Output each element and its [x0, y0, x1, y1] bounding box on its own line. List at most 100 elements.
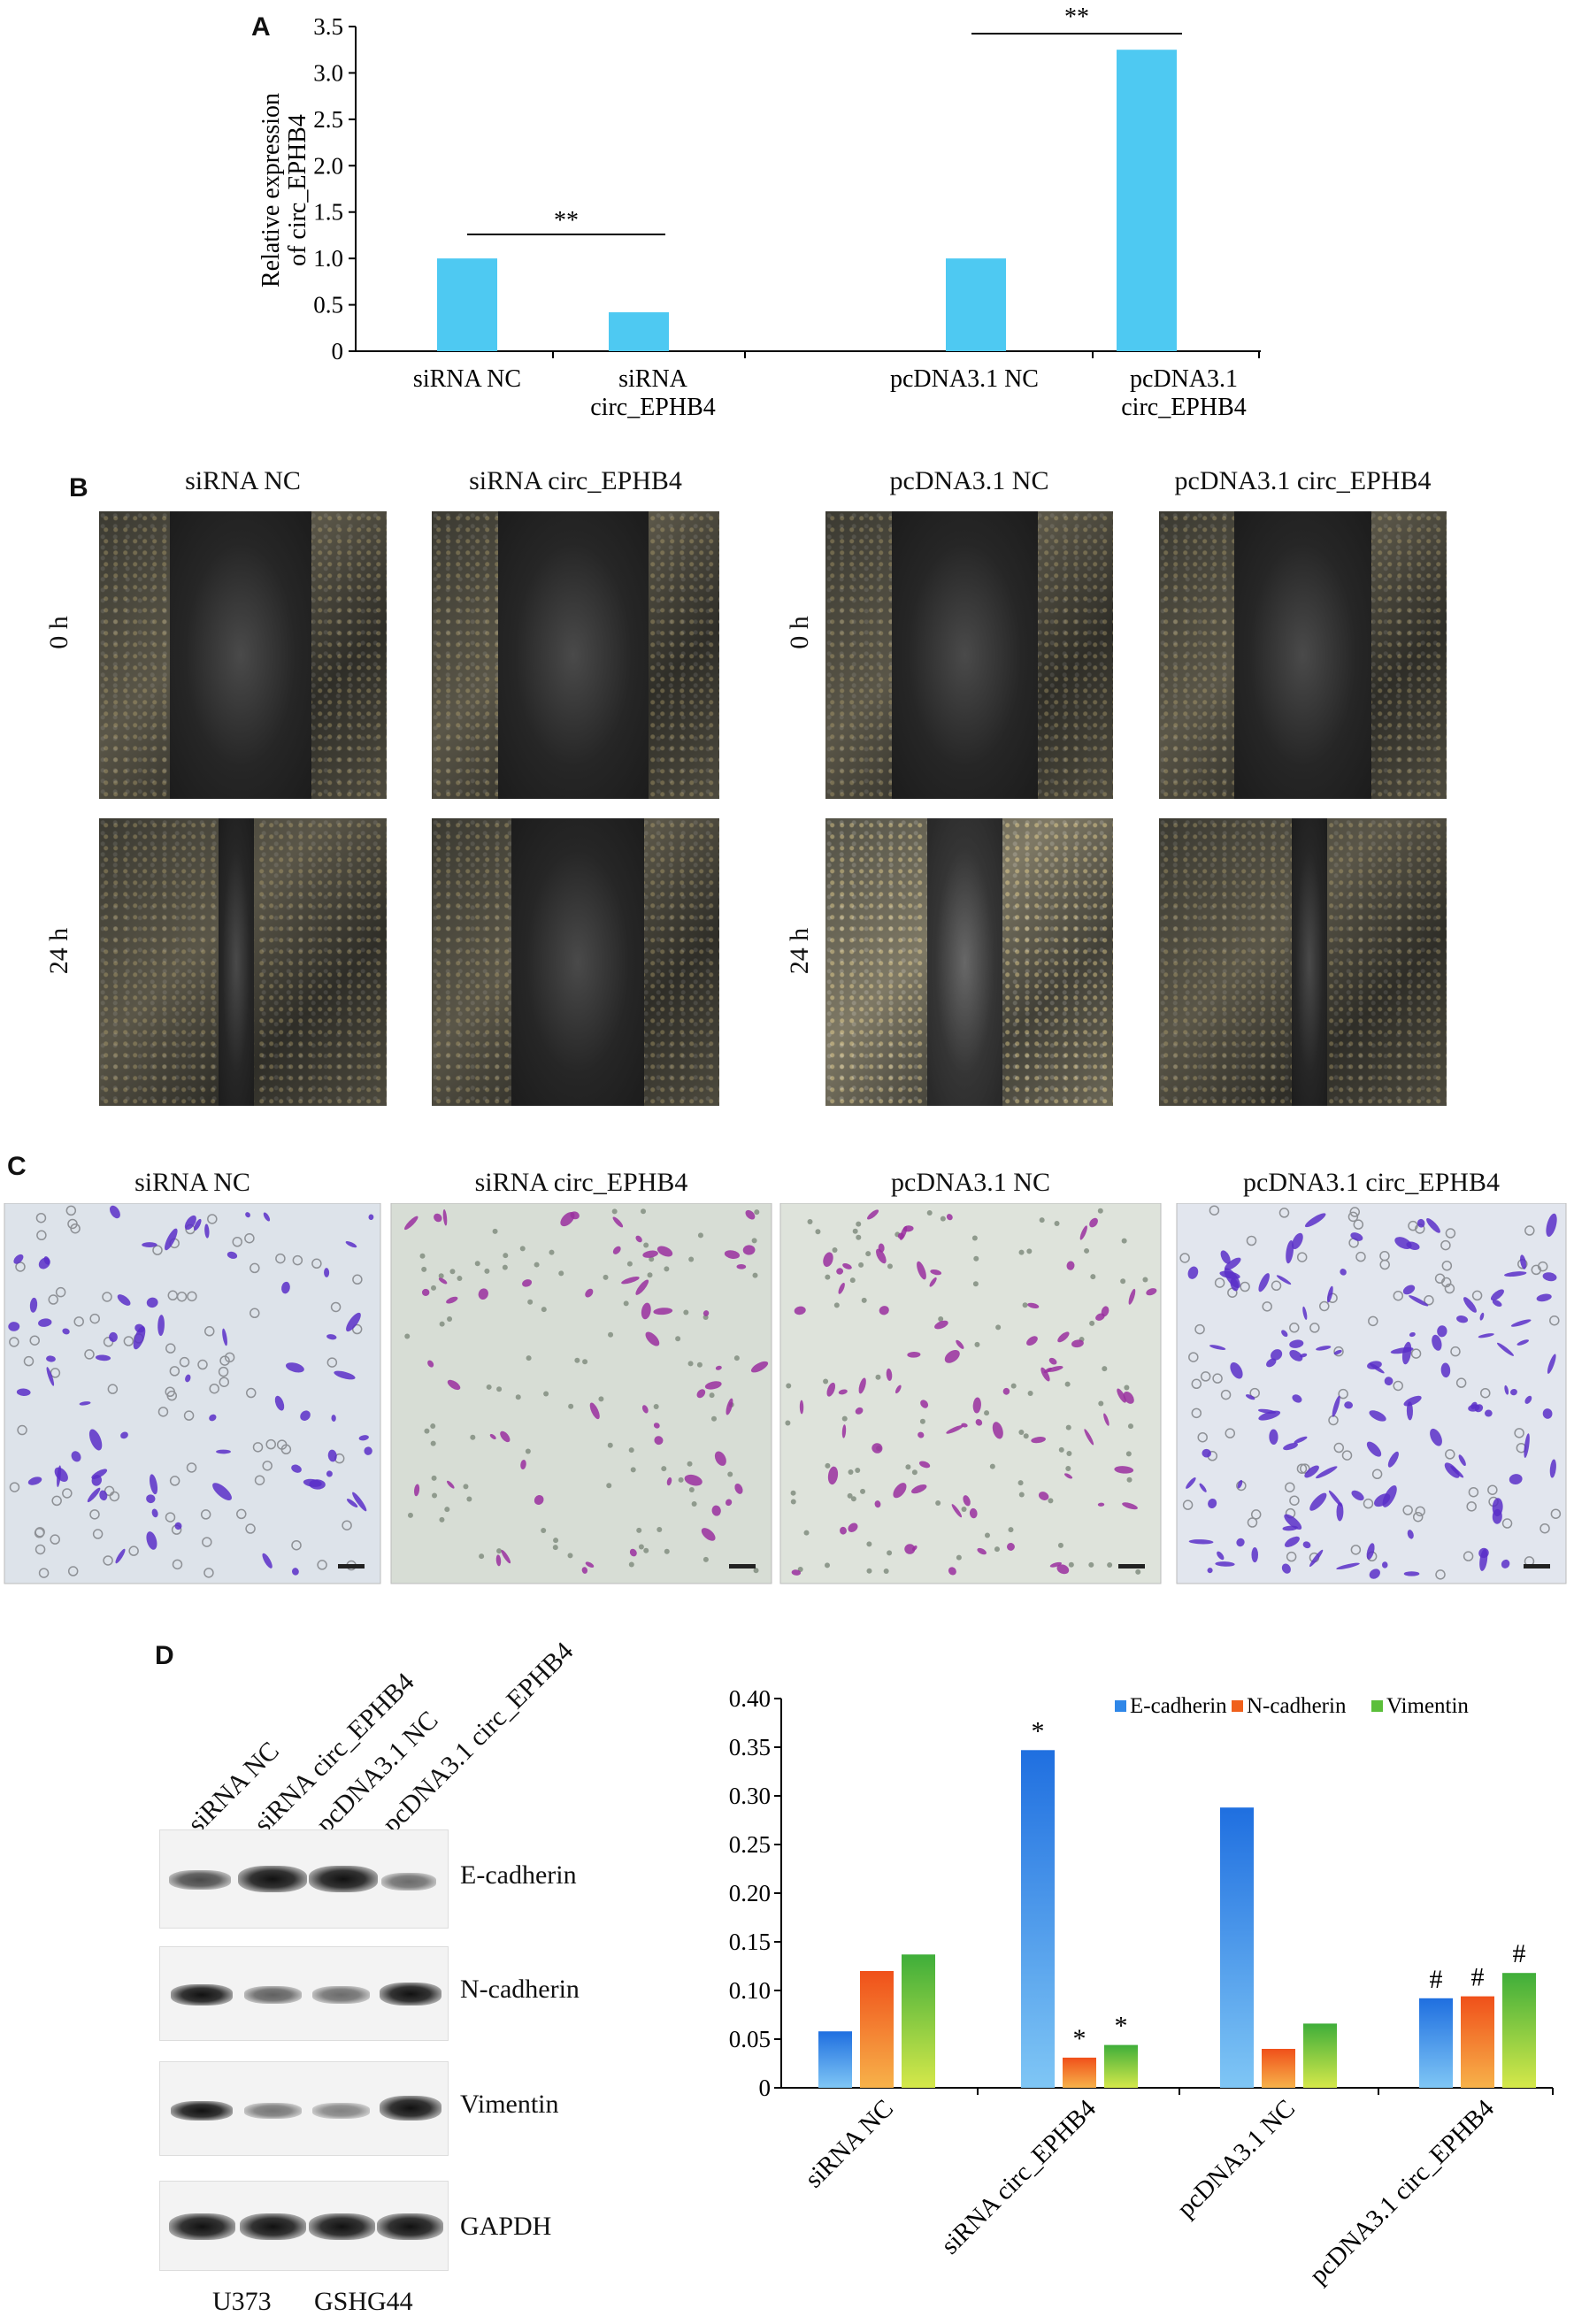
stained-cell [975, 1419, 983, 1426]
pore [1445, 1449, 1455, 1460]
stained-cell [585, 1288, 594, 1298]
pore [582, 1359, 588, 1365]
stained-cell [956, 1339, 964, 1349]
pore [1412, 1511, 1424, 1522]
stained-cell [725, 1499, 733, 1507]
pore [1393, 1290, 1404, 1301]
significance-mark: # [1513, 1939, 1526, 1968]
stained-cell [95, 1354, 111, 1361]
pore [1549, 1315, 1560, 1326]
stained-cell [1394, 1237, 1412, 1249]
stained-cell [1326, 1285, 1333, 1303]
x-tick-label-2: pcDNA3.1 NC [890, 365, 1039, 393]
stained-cell [1007, 1543, 1015, 1551]
stained-cell [364, 1446, 372, 1455]
pore [688, 1256, 695, 1262]
significance-label: ** [1064, 4, 1089, 31]
wound-image-pcdna-nc-0h [825, 511, 1113, 799]
stained-cell [1430, 1428, 1442, 1446]
stained-cell [1289, 1350, 1303, 1361]
stained-cell [641, 1302, 651, 1320]
stained-cell [227, 1251, 238, 1259]
pore [187, 1291, 197, 1302]
pore [431, 1475, 437, 1481]
stained-cell [917, 1261, 926, 1280]
y-axis-label: Relative expressionof circ_EPHB4 [257, 93, 311, 288]
pore [29, 1335, 40, 1346]
pore [165, 1343, 176, 1354]
pore [1240, 1281, 1250, 1292]
stained-cell [1407, 1530, 1414, 1539]
pore [439, 1321, 445, 1327]
pore [200, 1509, 211, 1520]
pore [265, 1438, 276, 1450]
pore [691, 1501, 697, 1507]
pore [1341, 1450, 1353, 1461]
stained-cell [1237, 1479, 1243, 1489]
stained-cell [621, 1277, 640, 1285]
transwell-caption-sirna-circ: siRNA circ_EPHB4 [474, 1168, 688, 1197]
pore [1246, 1235, 1257, 1246]
stained-cell [404, 1216, 418, 1231]
pore [664, 1266, 670, 1272]
stained-cell [1417, 1218, 1425, 1228]
stained-cell [91, 1469, 108, 1479]
pore [568, 1403, 574, 1409]
stained-cell [446, 1296, 458, 1304]
y-tick-label: 0.15 [729, 1929, 771, 1955]
pore [1135, 1569, 1141, 1575]
stained-cell [894, 1384, 902, 1394]
pore [1098, 1400, 1104, 1407]
pore [971, 1235, 978, 1241]
stained-cell [438, 1277, 448, 1285]
pore [152, 1245, 163, 1255]
stained-cell [1492, 1300, 1502, 1308]
stained-cell [1333, 1349, 1342, 1355]
pore [603, 1274, 609, 1280]
y-tick-label: 0 [759, 2075, 772, 2101]
pore [1209, 1205, 1220, 1216]
pore [62, 1488, 73, 1499]
stained-cell [434, 1213, 442, 1223]
pore [1539, 1522, 1550, 1534]
pore [1194, 1323, 1205, 1335]
stained-cell [1289, 1339, 1304, 1348]
stained-cell [346, 1312, 361, 1332]
pore [1450, 1346, 1461, 1357]
pore [1022, 1302, 1028, 1308]
stained-cell [1292, 1232, 1303, 1250]
stained-cell [1294, 1436, 1308, 1444]
wound-caption-sirna-nc: siRNA NC [185, 466, 301, 495]
pore [1455, 1377, 1467, 1388]
pore [675, 1336, 681, 1342]
pore [785, 1420, 791, 1426]
pore [1048, 1498, 1054, 1504]
pore [352, 1274, 363, 1285]
stained-cell [969, 1507, 978, 1519]
bar-2 [946, 258, 1006, 351]
pore [1440, 1277, 1452, 1288]
pore [825, 1274, 831, 1280]
pore [351, 1323, 363, 1335]
pore [1415, 1506, 1425, 1517]
pore [1057, 1542, 1063, 1548]
pore [710, 1415, 717, 1422]
stained-cell [904, 1544, 916, 1554]
stained-cell [1188, 1539, 1214, 1545]
pore [496, 1548, 503, 1554]
bar-e-cadherin-0 [818, 2031, 852, 2088]
stained-cell [27, 1476, 42, 1485]
pore [1200, 1371, 1211, 1382]
pore [1289, 1323, 1300, 1333]
pore [172, 1559, 183, 1570]
stained-cell [1103, 1413, 1109, 1426]
wound-row-label-24h-right: 24 h [785, 927, 814, 975]
stained-cell [212, 1483, 232, 1500]
pore [232, 1237, 242, 1247]
pore [407, 1512, 413, 1518]
stained-cell [414, 1484, 420, 1497]
legend-swatch-1 [1232, 1700, 1243, 1712]
pore [1097, 1208, 1103, 1214]
stained-cell [920, 1400, 929, 1408]
pore [123, 1336, 134, 1346]
